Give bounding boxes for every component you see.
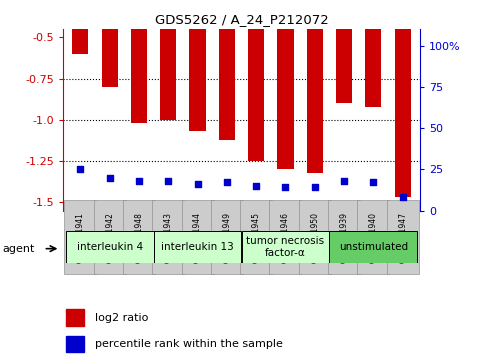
Point — [399, 195, 407, 200]
Title: GDS5262 / A_24_P212072: GDS5262 / A_24_P212072 — [155, 13, 328, 26]
Text: tumor necrosis
factor-α: tumor necrosis factor-α — [246, 236, 325, 258]
Point — [282, 184, 289, 190]
Point — [194, 181, 201, 187]
Text: interleukin 13: interleukin 13 — [161, 242, 234, 252]
Bar — [242, 231, 329, 263]
Bar — [189, 0, 206, 131]
Point — [76, 166, 84, 172]
Bar — [66, 336, 84, 352]
Point — [252, 183, 260, 189]
Bar — [336, 0, 352, 103]
Bar — [66, 231, 154, 263]
Bar — [248, 0, 264, 161]
Point — [311, 184, 319, 190]
Point — [369, 180, 377, 185]
Point — [135, 178, 143, 184]
Text: percentile rank within the sample: percentile rank within the sample — [95, 339, 283, 349]
Point — [340, 178, 348, 184]
Bar — [277, 0, 294, 169]
Text: interleukin 4: interleukin 4 — [77, 242, 143, 252]
Point — [223, 180, 231, 185]
Bar — [72, 0, 88, 54]
Bar — [154, 231, 242, 263]
Point — [106, 175, 114, 180]
Text: unstimulated: unstimulated — [339, 242, 408, 252]
Text: agent: agent — [2, 244, 35, 254]
Point — [164, 178, 172, 184]
Text: log2 ratio: log2 ratio — [95, 313, 148, 323]
Bar — [160, 0, 176, 120]
Bar — [365, 0, 382, 107]
Bar — [395, 0, 411, 197]
Bar — [219, 0, 235, 140]
Bar — [329, 231, 417, 263]
Bar — [101, 0, 118, 87]
Bar — [66, 309, 84, 326]
Bar — [131, 0, 147, 123]
Bar — [307, 0, 323, 172]
